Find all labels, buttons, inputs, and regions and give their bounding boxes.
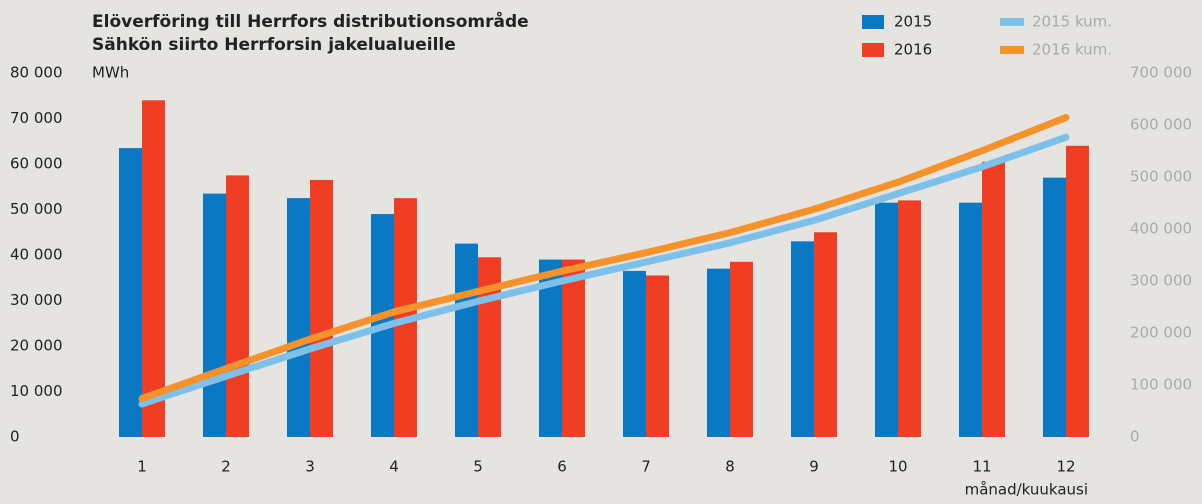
bar: [1043, 177, 1066, 437]
bar: [203, 193, 226, 437]
bar: [646, 275, 669, 437]
legend-label: 2015 kum.: [1032, 13, 1112, 31]
bar: [539, 259, 562, 437]
cumulative-line: [138, 133, 1070, 408]
y-tick-label: 70 000: [10, 109, 63, 127]
y-tick-label: 80 000: [10, 64, 63, 82]
y2-tick-label: 0: [1130, 428, 1140, 446]
bar: [142, 100, 165, 438]
legend-label: 2016: [894, 41, 932, 59]
y-axis-label: MWh: [92, 64, 129, 82]
bar: [455, 243, 478, 437]
bar: [730, 261, 753, 437]
x-tick-label: 5: [473, 458, 483, 476]
bar: [707, 268, 730, 437]
bar: [875, 202, 898, 437]
x-tick-label: 3: [305, 458, 315, 476]
y-tick-label: 50 000: [10, 200, 63, 218]
y-tick-label: 60 000: [10, 155, 63, 173]
legend-swatch: [862, 43, 884, 57]
chart-subtitle: Sähkön siirto Herrforsin jakelualueille: [92, 35, 456, 55]
bar: [898, 200, 921, 437]
legend-swatch: [862, 15, 884, 29]
y2-tick-label: 700 000: [1130, 64, 1192, 82]
y-tick-label: 30 000: [10, 291, 63, 309]
y2-tick-label: 200 000: [1130, 324, 1192, 342]
legend-label: 2016 kum.: [1032, 41, 1112, 59]
x-tick-label: 4: [389, 458, 399, 476]
y2-tick-label: 500 000: [1130, 168, 1192, 186]
x-tick-label: 8: [725, 458, 735, 476]
cumulative-line: [138, 113, 1070, 403]
x-tick-label: 1: [137, 458, 147, 476]
bar: [310, 179, 333, 438]
y2-tick-label: 400 000: [1130, 220, 1192, 238]
bar: [959, 202, 982, 437]
bar: [287, 198, 310, 437]
bar: [982, 161, 1005, 437]
bar: [1066, 145, 1089, 438]
y-tick-label: 10 000: [10, 382, 63, 400]
x-tick-label: 10: [888, 458, 907, 476]
bar: [226, 175, 249, 437]
x-tick-label: 9: [809, 458, 819, 476]
legend-swatch: [1000, 46, 1024, 54]
y2-tick-label: 300 000: [1130, 272, 1192, 290]
x-tick-label: 7: [641, 458, 651, 476]
x-tick-label: 2: [221, 458, 231, 476]
y-tick-label: 20 000: [10, 337, 63, 355]
y2-tick-label: 100 000: [1130, 376, 1192, 394]
y-tick-label: 40 000: [10, 246, 63, 264]
legend-label: 2015: [894, 13, 932, 31]
x-tick-label: 11: [972, 458, 991, 476]
bar: [119, 148, 142, 437]
bar: [623, 270, 646, 437]
chart-title: Elöverföring till Herrfors distributions…: [92, 10, 529, 32]
bar: [814, 232, 837, 437]
x-tick-label: 12: [1056, 458, 1075, 476]
legend-swatch: [1000, 18, 1024, 26]
x-axis-label: månad/kuukausi: [965, 481, 1088, 499]
bar: [562, 259, 585, 437]
bar: [791, 241, 814, 437]
y-tick-label: 0: [10, 428, 20, 446]
y2-tick-label: 600 000: [1130, 116, 1192, 134]
x-tick-label: 6: [557, 458, 567, 476]
